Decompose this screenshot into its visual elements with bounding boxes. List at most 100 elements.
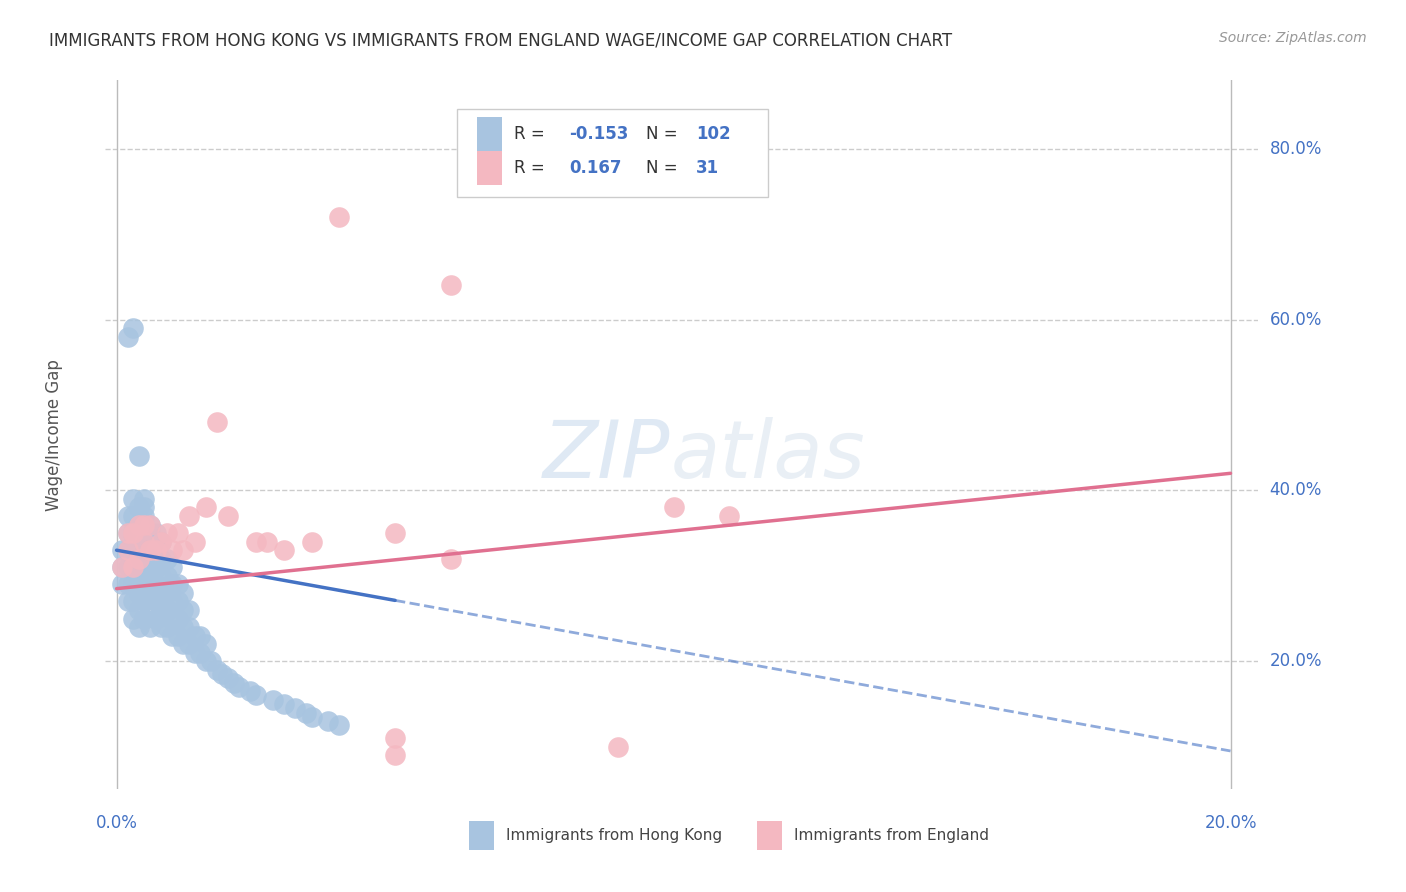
- Point: [122, 543, 145, 558]
- Point: [162, 577, 184, 591]
- Point: [139, 526, 162, 541]
- Point: [117, 577, 139, 591]
- Point: [205, 663, 228, 677]
- Point: [134, 594, 156, 608]
- Point: [139, 543, 162, 558]
- Point: [122, 577, 145, 591]
- Point: [150, 586, 173, 600]
- Text: 102: 102: [696, 125, 730, 144]
- Point: [166, 526, 188, 541]
- Point: [134, 526, 156, 541]
- Point: [172, 586, 194, 600]
- Point: [211, 667, 233, 681]
- Point: [145, 543, 167, 558]
- Point: [128, 534, 150, 549]
- Point: [245, 534, 267, 549]
- Point: [128, 586, 150, 600]
- Point: [150, 569, 173, 583]
- Point: [134, 508, 156, 523]
- Point: [134, 500, 156, 515]
- Point: [177, 620, 200, 634]
- Point: [166, 629, 188, 643]
- Point: [188, 629, 211, 643]
- Point: [150, 534, 173, 549]
- Text: 20.0%: 20.0%: [1205, 814, 1257, 832]
- Point: [128, 620, 150, 634]
- FancyBboxPatch shape: [457, 109, 768, 197]
- Text: 0.167: 0.167: [569, 159, 621, 178]
- Point: [117, 543, 139, 558]
- Point: [156, 586, 179, 600]
- Point: [145, 560, 167, 574]
- Text: 0.0%: 0.0%: [96, 814, 138, 832]
- Point: [145, 594, 167, 608]
- Point: [111, 560, 134, 574]
- Point: [139, 620, 162, 634]
- Point: [301, 710, 323, 724]
- Point: [134, 534, 156, 549]
- Point: [122, 560, 145, 574]
- Point: [128, 603, 150, 617]
- Point: [284, 701, 307, 715]
- Point: [301, 534, 323, 549]
- Point: [262, 692, 284, 706]
- Point: [162, 560, 184, 574]
- Point: [128, 551, 150, 566]
- Point: [162, 594, 184, 608]
- Point: [122, 526, 145, 541]
- Point: [256, 534, 278, 549]
- Point: [111, 543, 134, 558]
- Point: [150, 603, 173, 617]
- Point: [122, 491, 145, 506]
- Point: [384, 748, 406, 763]
- Text: R =: R =: [513, 159, 550, 178]
- Text: 31: 31: [696, 159, 718, 178]
- Point: [166, 577, 188, 591]
- Point: [222, 675, 245, 690]
- Text: N =: N =: [647, 125, 683, 144]
- Point: [134, 577, 156, 591]
- Point: [139, 569, 162, 583]
- Point: [139, 551, 162, 566]
- Point: [440, 551, 463, 566]
- Point: [273, 543, 295, 558]
- Text: Immigrants from England: Immigrants from England: [794, 828, 988, 843]
- Point: [139, 603, 162, 617]
- Point: [217, 671, 239, 685]
- Point: [183, 646, 205, 660]
- Point: [122, 508, 145, 523]
- Point: [128, 500, 150, 515]
- Text: ZIP: ZIP: [543, 417, 671, 495]
- Point: [117, 508, 139, 523]
- Point: [145, 526, 167, 541]
- Point: [111, 560, 134, 574]
- Point: [177, 603, 200, 617]
- Point: [194, 500, 217, 515]
- Point: [205, 415, 228, 429]
- Point: [150, 551, 173, 566]
- Text: -0.153: -0.153: [569, 125, 628, 144]
- Point: [162, 629, 184, 643]
- Point: [134, 560, 156, 574]
- Point: [194, 637, 217, 651]
- Point: [122, 526, 145, 541]
- Point: [139, 534, 162, 549]
- Point: [117, 594, 139, 608]
- Point: [128, 449, 150, 463]
- Point: [172, 637, 194, 651]
- Point: [128, 551, 150, 566]
- Point: [128, 517, 150, 532]
- Point: [177, 637, 200, 651]
- Point: [166, 611, 188, 625]
- Point: [328, 210, 350, 224]
- Point: [166, 594, 188, 608]
- Point: [328, 718, 350, 732]
- Point: [145, 611, 167, 625]
- Point: [172, 620, 194, 634]
- Point: [134, 517, 156, 532]
- Point: [111, 577, 134, 591]
- Point: [122, 611, 145, 625]
- Point: [316, 714, 339, 728]
- Point: [156, 526, 179, 541]
- Text: atlas: atlas: [671, 417, 865, 495]
